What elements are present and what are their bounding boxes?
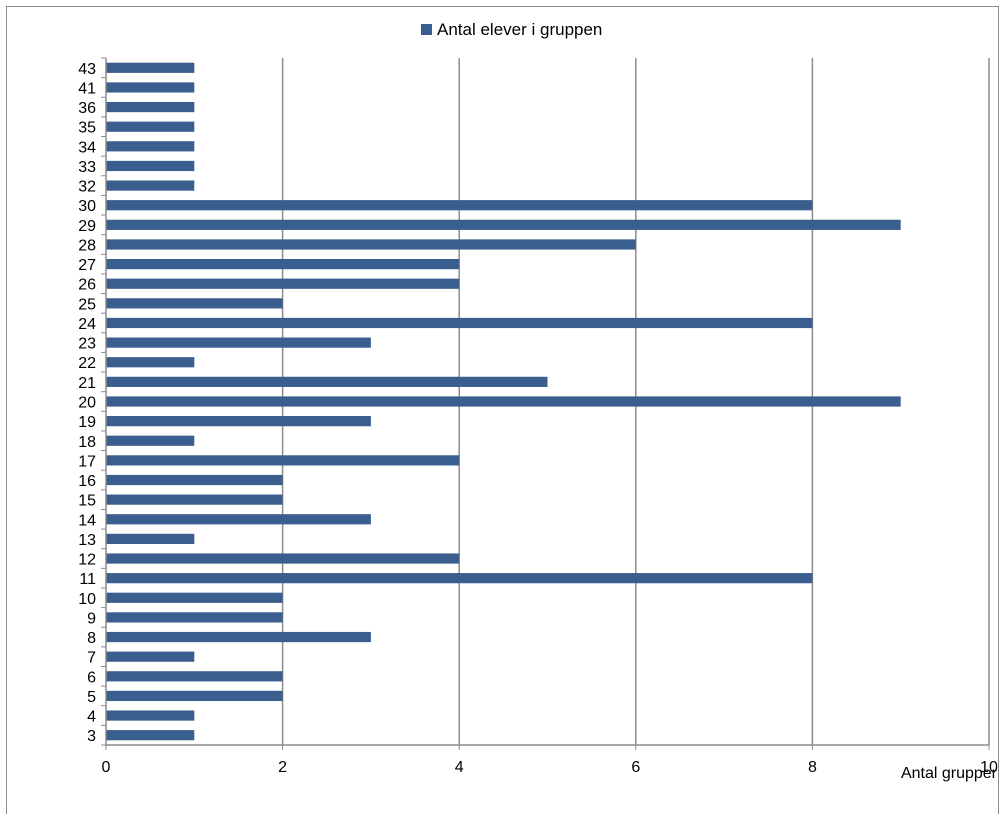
y-tick-label: 5 bbox=[87, 689, 96, 706]
bar-11 bbox=[106, 573, 813, 584]
axes: 0 2 4 6 8 10345678910111213141516171819202122… bbox=[78, 57, 998, 776]
y-tick-label: 23 bbox=[78, 336, 96, 353]
legend-swatch bbox=[421, 24, 432, 35]
y-tick-label: 30 bbox=[78, 198, 96, 215]
legend: Antal elever i gruppen bbox=[421, 20, 602, 39]
x-tick-label: 0 bbox=[102, 759, 111, 776]
x-tick-label: 4 bbox=[455, 759, 464, 776]
bar-13 bbox=[106, 533, 195, 545]
y-tick-label: 27 bbox=[78, 257, 96, 274]
bar-8 bbox=[106, 631, 371, 643]
y-tick-label: 16 bbox=[78, 473, 96, 490]
y-tick-label: 33 bbox=[78, 159, 96, 176]
y-tick-label: 13 bbox=[78, 532, 96, 549]
y-tick-label: 18 bbox=[78, 434, 96, 451]
y-tick-label: 22 bbox=[78, 355, 96, 372]
bar-27 bbox=[106, 258, 460, 270]
x-tick-label: 6 bbox=[631, 759, 640, 776]
bar-17 bbox=[106, 455, 460, 466]
y-tick-label: 25 bbox=[78, 296, 96, 313]
bar-3 bbox=[106, 730, 195, 741]
bar-35 bbox=[106, 121, 195, 132]
bar-14 bbox=[106, 514, 371, 525]
bar-23 bbox=[106, 337, 371, 348]
legend-label: Antal elever i gruppen bbox=[437, 20, 602, 39]
bar-9 bbox=[106, 612, 283, 623]
bar-41 bbox=[106, 82, 195, 93]
bar-30 bbox=[106, 200, 813, 211]
y-tick-label: 14 bbox=[78, 512, 96, 529]
y-tick-label: 24 bbox=[78, 316, 96, 333]
bar-6 bbox=[106, 671, 283, 682]
bar-33 bbox=[106, 160, 195, 172]
y-tick-label: 8 bbox=[87, 630, 96, 647]
y-tick-label: 20 bbox=[78, 395, 96, 412]
bar-36 bbox=[106, 101, 195, 113]
y-tick-label: 19 bbox=[78, 414, 96, 431]
y-tick-label: 43 bbox=[78, 61, 96, 78]
y-tick-label: 10 bbox=[78, 591, 96, 608]
bar-12 bbox=[106, 553, 460, 564]
y-tick-label: 17 bbox=[78, 453, 96, 470]
y-tick-label: 7 bbox=[87, 650, 96, 667]
y-tick-label: 34 bbox=[78, 139, 96, 156]
bar-25 bbox=[106, 298, 283, 309]
y-tick-label: 41 bbox=[78, 80, 96, 97]
x-axis-title: Antal grupper bbox=[901, 765, 998, 782]
bar-34 bbox=[106, 141, 195, 152]
bar-43 bbox=[106, 62, 195, 73]
bar-29 bbox=[106, 219, 901, 230]
bar-18 bbox=[106, 435, 195, 446]
bar-10 bbox=[106, 592, 283, 603]
x-tick-label: 10 bbox=[980, 759, 998, 776]
y-tick-label: 21 bbox=[78, 375, 96, 392]
bar-22 bbox=[106, 357, 195, 368]
y-tick-label: 36 bbox=[78, 100, 96, 117]
bar-19 bbox=[106, 416, 371, 427]
bar-26 bbox=[106, 278, 460, 289]
y-tick-label: 29 bbox=[78, 218, 96, 235]
y-tick-label: 35 bbox=[78, 120, 96, 137]
y-tick-label: 9 bbox=[87, 610, 96, 627]
x-tick-label: 8 bbox=[808, 759, 817, 776]
y-tick-label: 6 bbox=[87, 669, 96, 686]
y-tick-label: 15 bbox=[78, 493, 96, 510]
y-tick-label: 12 bbox=[78, 552, 96, 569]
y-tick-label: 26 bbox=[78, 277, 96, 294]
y-tick-label: 28 bbox=[78, 237, 96, 254]
bar-24 bbox=[106, 317, 813, 329]
bar-21 bbox=[106, 376, 548, 387]
y-tick-label: 4 bbox=[87, 709, 96, 726]
x-tick-label: 2 bbox=[278, 759, 287, 776]
bars bbox=[106, 62, 901, 741]
y-tick-label: 11 bbox=[79, 571, 96, 588]
bar-16 bbox=[106, 474, 283, 486]
bar-20 bbox=[106, 396, 901, 407]
bar-7 bbox=[106, 651, 195, 662]
bar-5 bbox=[106, 690, 283, 702]
y-tick-label: 32 bbox=[78, 179, 96, 196]
bar-28 bbox=[106, 239, 636, 250]
bar-15 bbox=[106, 494, 283, 505]
bar-32 bbox=[106, 180, 195, 191]
bar-4 bbox=[106, 710, 195, 721]
y-tick-label: 3 bbox=[87, 728, 96, 745]
